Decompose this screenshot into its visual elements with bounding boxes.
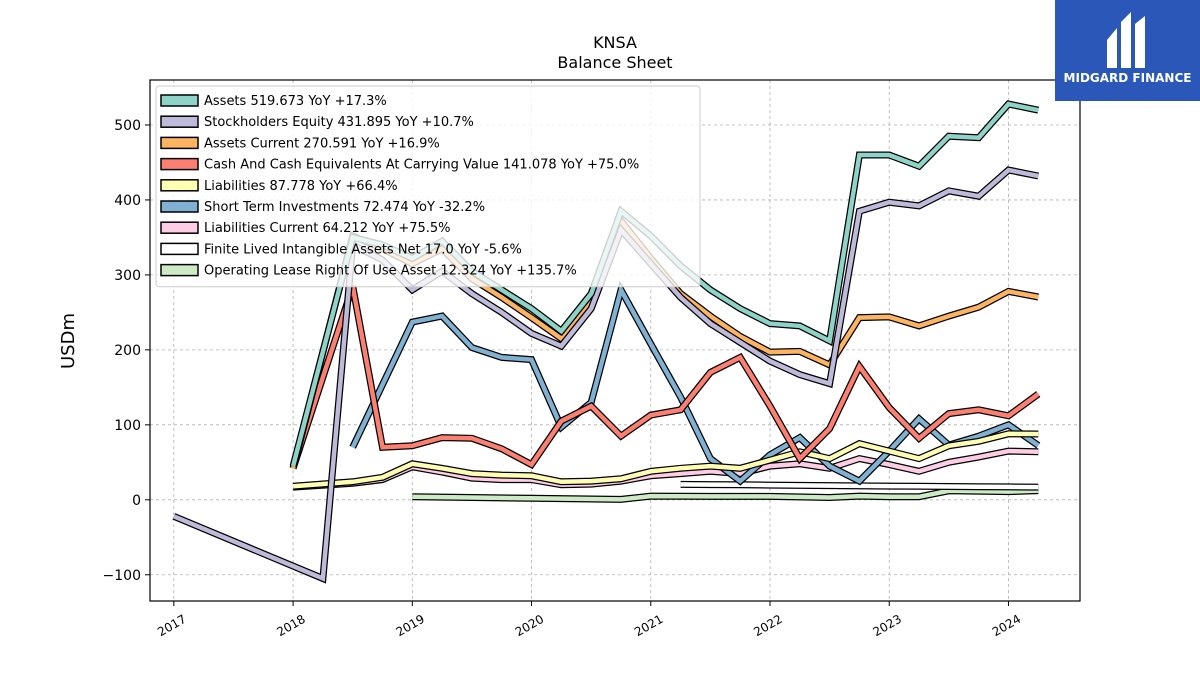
x-tick-label: 2018 bbox=[274, 612, 307, 639]
series-line-liabilities bbox=[292, 431, 1039, 489]
legend-swatch bbox=[160, 221, 199, 234]
legend-swatch bbox=[160, 263, 199, 277]
legend-label: Finite Lived Intangible Assets Net 17.0 … bbox=[204, 242, 522, 257]
series-line-liabilities-current bbox=[292, 448, 1039, 490]
x-tick-label: 2017 bbox=[155, 612, 188, 639]
legend-label: Liabilities Current 64.212 YoY +75.5% bbox=[204, 221, 451, 236]
series-line-operating-lease-right-of-use-asset bbox=[412, 488, 1039, 502]
y-tick-label: 400 bbox=[114, 193, 141, 209]
midgard-finance-logo: MIDGARD FINANCE bbox=[1055, 0, 1200, 101]
midgard-logo-icon bbox=[1107, 12, 1145, 68]
x-tick-label: 2024 bbox=[990, 612, 1023, 639]
chart-subtitle: Balance Sheet bbox=[557, 53, 672, 72]
y-tick-label: 500 bbox=[114, 118, 141, 134]
logo-text: MIDGARD FINANCE bbox=[1063, 71, 1192, 85]
x-tick-label: 2020 bbox=[513, 612, 546, 639]
legend-label: Short Term Investments 72.474 YoY -32.2% bbox=[204, 200, 485, 215]
plot-frame bbox=[149, 79, 1081, 602]
y-tick-label: 100 bbox=[114, 418, 141, 434]
x-tick-label: 2022 bbox=[751, 612, 784, 639]
legend-label: Assets Current 270.591 YoY +16.9% bbox=[204, 136, 440, 151]
y-tick-label: 0 bbox=[132, 493, 141, 509]
y-tick-label: 200 bbox=[114, 343, 141, 359]
legend-label: Operating Lease Right Of Use Asset 12.32… bbox=[204, 264, 577, 279]
legend-label: Cash And Cash Equivalents At Carrying Va… bbox=[204, 158, 639, 173]
legend-swatch bbox=[160, 94, 199, 107]
x-tick-label: 2023 bbox=[871, 612, 904, 639]
legend-box bbox=[155, 85, 701, 288]
legend: Assets 519.673 YoY +17.3% Stockholders Eq… bbox=[155, 85, 701, 288]
legend-swatch bbox=[160, 200, 199, 213]
legend-label: Assets 519.673 YoY +17.3% bbox=[204, 94, 387, 109]
series-line-cash-and-cash-equivalents-at-carrying-value bbox=[290, 285, 1040, 469]
legend-label: Liabilities 87.778 YoY +66.4% bbox=[204, 179, 398, 194]
legend-swatch bbox=[160, 136, 199, 150]
legend-swatch bbox=[160, 242, 199, 256]
legend-label: Stockholders Equity 431.895 YoY +10.7% bbox=[204, 115, 474, 130]
grid-lines bbox=[150, 80, 1080, 601]
x-tick-label: 2021 bbox=[632, 612, 665, 639]
x-tick-label: 2019 bbox=[394, 612, 427, 639]
legend-swatch bbox=[160, 157, 199, 171]
y-tick-label: −100 bbox=[103, 568, 141, 584]
y-axis-label: USDm bbox=[58, 313, 79, 369]
legend-swatch bbox=[160, 115, 199, 128]
y-tick-label: 300 bbox=[114, 268, 141, 284]
legend-swatch bbox=[160, 179, 199, 192]
series-outline-liabilities bbox=[292, 430, 1039, 490]
chart-title: KNSA bbox=[593, 33, 637, 52]
